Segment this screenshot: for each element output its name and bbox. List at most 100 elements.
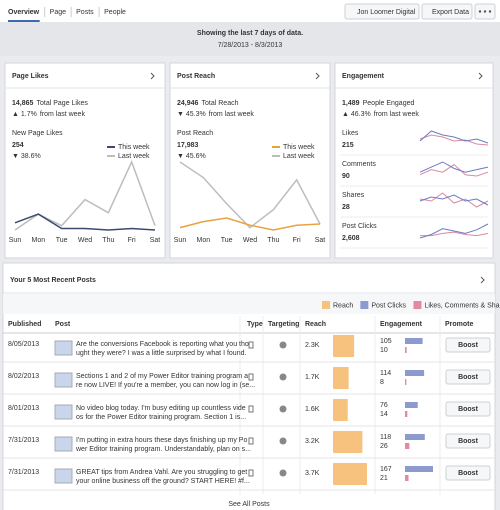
reach-bar xyxy=(333,431,363,453)
total: 14,865 xyxy=(12,100,34,107)
boost-button[interactable] xyxy=(445,337,491,353)
engaged-value: 21 xyxy=(380,475,388,482)
x-tick-label: Mon xyxy=(197,237,211,244)
sparkline xyxy=(419,130,489,144)
type-icon xyxy=(248,469,254,477)
total: 1,489 xyxy=(342,100,360,107)
boost-button[interactable] xyxy=(445,433,491,449)
column-header: Promote xyxy=(445,321,474,328)
card-title: Post Reach xyxy=(177,73,215,80)
boost-button[interactable] xyxy=(445,369,491,385)
post-thumbnail xyxy=(54,372,73,388)
see-all[interactable]: See All Posts xyxy=(228,501,270,508)
page-button-label: Jon Loomer Digital xyxy=(357,9,416,16)
more-dot xyxy=(478,10,482,13)
type-icon xyxy=(248,373,254,381)
page-button[interactable] xyxy=(344,3,420,20)
x-tick-label: Thu xyxy=(267,237,279,244)
sub-change: ▼ 38.6% xyxy=(12,153,41,160)
x-tick-label: Fri xyxy=(293,237,302,244)
boost-label: Boost xyxy=(458,374,479,381)
more-dot xyxy=(488,10,492,13)
post-text: Are the conversions Facebook is reportin… xyxy=(76,341,249,348)
boost-label: Boost xyxy=(458,342,479,349)
chevron xyxy=(150,72,155,80)
x-tick-label: Tue xyxy=(221,237,233,244)
clicks-bar xyxy=(405,370,425,376)
column-header: Type xyxy=(247,321,263,328)
total-label: People Engaged xyxy=(363,100,415,107)
nav-tab[interactable]: Posts xyxy=(76,9,94,16)
metric-value: 90 xyxy=(342,173,350,180)
boost-button[interactable] xyxy=(445,401,491,417)
nav-tab[interactable]: Page xyxy=(50,9,66,16)
x-tick-label: Mon xyxy=(32,237,46,244)
type-icon xyxy=(248,341,254,349)
banner xyxy=(0,22,500,56)
boost-label: Boost xyxy=(458,470,479,477)
line-series xyxy=(179,217,321,231)
x-tick-label: Sun xyxy=(9,237,22,244)
post-text: wer Editor training program. Understanda… xyxy=(75,446,251,453)
legend-label: Post Clicks xyxy=(371,302,406,309)
engaged-value: 14 xyxy=(380,411,388,418)
column-header: Reach xyxy=(305,321,326,328)
banner-title: Showing the last 7 days of data. xyxy=(197,30,303,37)
legend-label: This week xyxy=(283,144,315,151)
reach-label: 1.7K xyxy=(305,374,320,381)
post-text: No video blog today. I'm busy editing up… xyxy=(76,405,246,412)
reach-label: 2.3K xyxy=(305,342,320,349)
sparkline xyxy=(419,192,489,208)
x-tick-label: Sun xyxy=(174,237,187,244)
nav-tab[interactable]: People xyxy=(104,9,126,16)
clicks-value: 76 xyxy=(380,402,388,409)
change-label: from last week xyxy=(40,111,86,118)
post-date: 7/31/2013 xyxy=(8,437,39,444)
change-label: from last week xyxy=(374,111,420,118)
targeting-icon xyxy=(279,373,287,381)
engaged-bar xyxy=(405,347,407,353)
chevron xyxy=(478,72,483,80)
sub-value: 17,983 xyxy=(177,142,199,149)
sparkline xyxy=(419,194,489,206)
metric-label: Post Clicks xyxy=(342,223,377,230)
clicks-value: 114 xyxy=(380,370,391,377)
x-tick-label: Sat xyxy=(150,237,161,244)
x-tick-label: Tue xyxy=(56,237,68,244)
reach-bar xyxy=(333,463,367,485)
engaged-value: 8 xyxy=(380,379,384,386)
line-series xyxy=(14,213,156,231)
column-header: Engagement xyxy=(380,321,423,328)
chevron xyxy=(480,276,485,284)
post-date: 7/31/2013 xyxy=(8,469,39,476)
boost-button[interactable] xyxy=(445,465,491,481)
card xyxy=(169,62,331,259)
reach-label: 3.2K xyxy=(305,438,320,445)
post-text: GREAT tips from Andrea Vahl. Are you str… xyxy=(76,469,247,476)
nav-tab[interactable]: Overview xyxy=(8,9,40,16)
engaged-bar xyxy=(405,443,410,449)
x-tick-label: Wed xyxy=(78,237,92,244)
reach-label: 1.6K xyxy=(305,406,320,413)
legend-bg xyxy=(3,294,495,314)
x-tick-label: Thu xyxy=(102,237,114,244)
clicks-bar xyxy=(405,434,425,440)
targeting-icon xyxy=(279,405,287,413)
export-button[interactable] xyxy=(421,3,473,20)
post-text: re now LIVE! If you're a member, you can… xyxy=(76,382,255,389)
post-date: 8/02/2013 xyxy=(8,373,39,380)
legend-label: Last week xyxy=(283,153,315,160)
banner-dates: 7/28/2013 - 8/3/2013 xyxy=(218,42,283,49)
boost-label: Boost xyxy=(458,406,479,413)
sparkline xyxy=(419,163,489,177)
clicks-value: 118 xyxy=(380,434,391,441)
legend-label: This week xyxy=(118,144,150,151)
post-date: 8/01/2013 xyxy=(8,405,39,412)
clicks-bar xyxy=(405,402,418,408)
clicks-value: 167 xyxy=(380,466,392,473)
posts-title: Your 5 Most Recent Posts xyxy=(10,277,96,284)
engaged-bar xyxy=(405,411,408,417)
metric-label: Likes xyxy=(342,130,359,137)
